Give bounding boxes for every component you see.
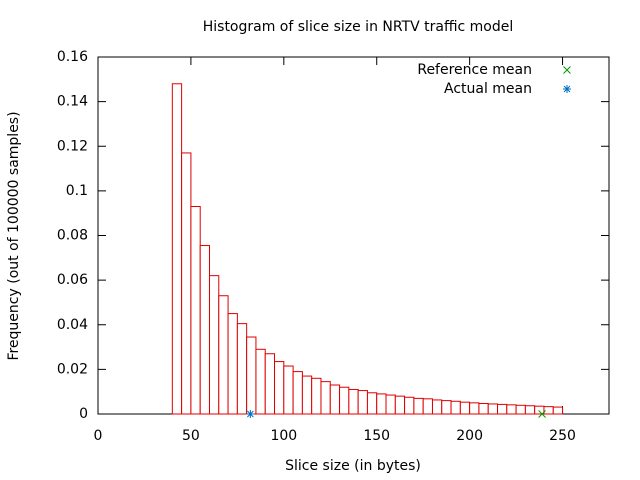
mean-marker <box>538 410 546 418</box>
histogram-bar <box>236 323 248 415</box>
mean-marker <box>246 410 255 418</box>
histogram-bar <box>450 400 461 415</box>
y-tick-label: 0.08 <box>57 228 88 244</box>
histogram-bar <box>246 336 257 415</box>
histogram-bar <box>459 401 471 415</box>
x-tick-label: 50 <box>182 428 200 444</box>
y-tick-label: 0.04 <box>57 317 88 333</box>
x-axis-label: Slice size (in bytes) <box>285 458 421 474</box>
histogram-bar <box>255 348 266 415</box>
histogram-bar <box>478 403 489 415</box>
histogram-bar <box>171 83 183 415</box>
histogram-bar <box>199 245 210 415</box>
histogram-bar <box>515 404 526 415</box>
y-tick-label: 0.02 <box>57 361 88 377</box>
histogram-bar <box>524 405 536 415</box>
histogram-bar <box>301 375 313 415</box>
histogram-bar <box>422 398 433 415</box>
x-tick-label: 0 <box>94 428 103 444</box>
legend-symbol <box>563 66 571 74</box>
histogram-bar <box>190 205 201 415</box>
histogram-bar <box>274 361 285 415</box>
histogram-bar <box>404 396 415 415</box>
histogram-bar <box>469 402 480 415</box>
y-tick-label: 0.1 <box>66 183 88 199</box>
y-tick-label: 0.16 <box>57 49 88 65</box>
histogram-bar <box>497 403 508 415</box>
histogram-bar <box>441 400 452 415</box>
histogram-bar <box>227 313 238 415</box>
y-tick-label: 0.14 <box>57 94 88 110</box>
histogram-bar <box>208 275 220 415</box>
y-tick-label: 0.06 <box>57 272 88 288</box>
histogram-bar <box>413 397 424 415</box>
histogram-bar <box>487 403 499 415</box>
histogram-bar <box>357 390 368 415</box>
histogram-bar <box>339 386 350 415</box>
histogram-bar <box>394 395 406 415</box>
y-axis-label: Frequency (out of 100000 samples) <box>6 111 22 360</box>
x-tick-label: 200 <box>456 428 483 444</box>
histogram-bar <box>283 365 294 415</box>
legend-label: Reference mean <box>417 62 532 78</box>
histogram-bar <box>218 295 229 415</box>
histogram-bar <box>366 392 378 415</box>
y-tick-label: 0.12 <box>57 138 88 154</box>
y-tick-label: 0 <box>79 406 88 422</box>
histogram-bar <box>506 404 517 415</box>
x-tick-label: 150 <box>363 428 390 444</box>
histogram-bar <box>292 371 303 415</box>
histogram-bar <box>431 399 443 415</box>
legend-symbol <box>563 85 571 93</box>
histogram-bar <box>264 353 276 415</box>
histogram-bar <box>320 381 331 415</box>
chart-title: Histogram of slice size in NRTV traffic … <box>203 19 514 35</box>
histogram-bar <box>552 406 564 415</box>
histogram-bar <box>376 393 387 415</box>
histogram-bar <box>181 152 192 415</box>
x-tick-label: 100 <box>270 428 297 444</box>
legend-label: Actual mean <box>444 81 532 97</box>
histogram-bar <box>311 377 322 415</box>
histogram-bar <box>348 388 359 415</box>
histogram-bar <box>385 394 396 415</box>
histogram-bar <box>329 384 341 415</box>
x-tick-label: 250 <box>549 428 576 444</box>
